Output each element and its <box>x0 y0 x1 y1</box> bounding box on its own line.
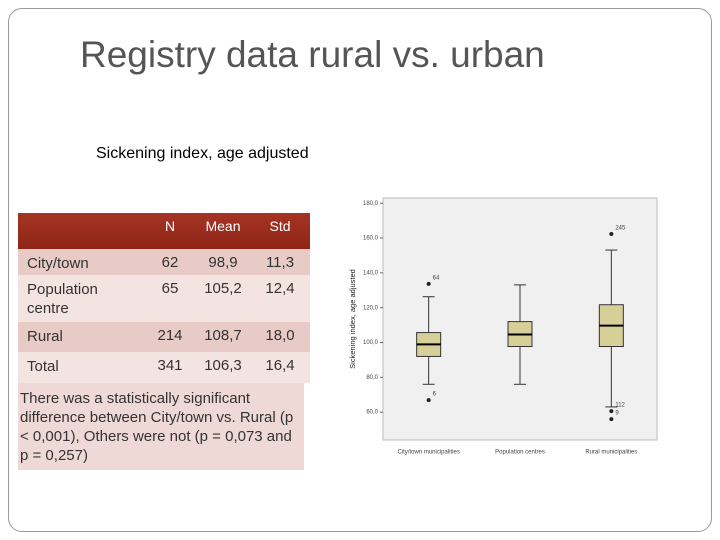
y-tick-label: 100,0 <box>363 340 379 346</box>
table-row: Rural 214 108,7 18,0 <box>18 322 310 352</box>
table-cell: 108,7 <box>204 327 242 344</box>
row-label: Population centre <box>27 281 98 317</box>
table-cell: 98,9 <box>208 254 238 271</box>
y-tick-label: 180,0 <box>363 201 379 207</box>
header-cell: Mean <box>205 218 241 234</box>
y-tick-label: 120,0 <box>363 305 379 311</box>
table-cell: 62 <box>161 254 179 271</box>
table-note: There was a statistically significant di… <box>18 383 304 470</box>
table-cell: 106,3 <box>204 357 242 374</box>
outlier-label: 245 <box>615 226 626 232</box>
outlier-label: 64 <box>433 275 440 281</box>
table-cell: 341 <box>157 357 183 374</box>
outlier <box>426 281 431 286</box>
outlier <box>609 409 614 414</box>
header-cell: Std <box>269 218 291 234</box>
table-row: City/town 62 98,9 11,3 <box>18 249 310 275</box>
y-tick-label: 140,0 <box>363 270 379 276</box>
slide-title: Registry data rural vs. urban <box>80 34 545 75</box>
x-tick-label: City/town municipalities <box>397 450 459 456</box>
outlier-label: 112 <box>615 403 625 409</box>
outlier <box>609 232 614 237</box>
y-tick-label: 80,0 <box>366 375 378 381</box>
table-cell: 105,2 <box>204 280 242 297</box>
outlier <box>426 398 431 403</box>
row-label: City/town <box>27 255 89 272</box>
y-axis-label: Sickening index, age adjusted <box>348 269 357 369</box>
table-cell: 65 <box>161 280 179 297</box>
x-tick-label: Rural municipalities <box>585 450 637 456</box>
outlier <box>609 417 614 422</box>
slide-frame <box>8 8 712 532</box>
row-label: Total <box>27 358 59 375</box>
subtitle: Sickening index, age adjusted <box>96 145 309 162</box>
table-cell: 16,4 <box>265 357 295 374</box>
table-cell: 11,3 <box>265 254 295 271</box>
table-row: Population centre 65 105,2 12,4 <box>18 275 310 322</box>
table-cell: 214 <box>157 327 183 344</box>
outlier-label: 9 <box>615 411 619 417</box>
table-header: N Mean Std <box>18 213 310 249</box>
row-label: Rural <box>27 328 63 345</box>
outlier-label: 6 <box>433 392 437 398</box>
table-cell: 12,4 <box>265 280 295 297</box>
header-cell: N <box>164 218 176 234</box>
table-row: Total 341 106,3 16,4 <box>18 352 310 383</box>
x-tick-label: Population centres <box>495 450 545 456</box>
y-tick-label: 160,0 <box>363 236 379 242</box>
table-cell: 18,0 <box>265 327 295 344</box>
y-tick-label: 60,0 <box>366 410 378 416</box>
